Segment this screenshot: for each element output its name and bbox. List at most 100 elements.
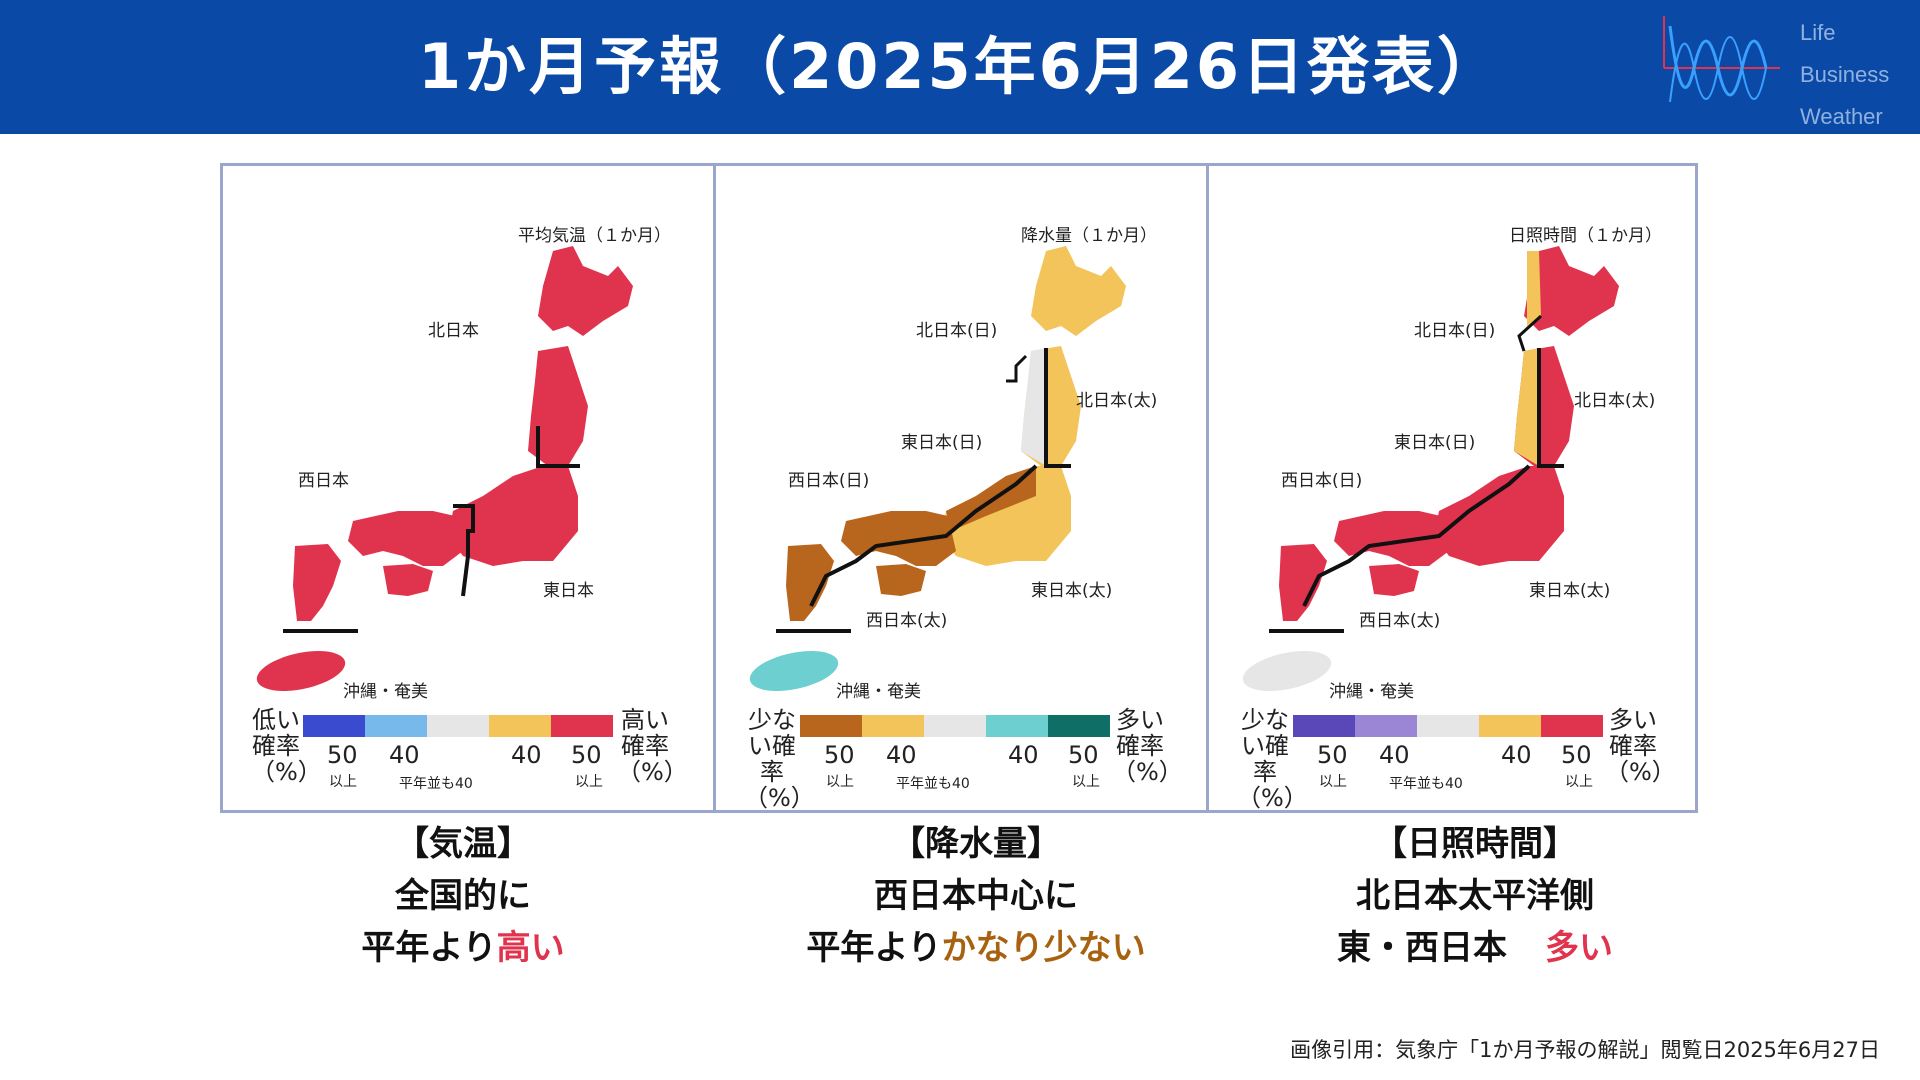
legend-swatch-high40 <box>489 715 551 737</box>
legend-swatch-high50 <box>1048 715 1110 737</box>
legend-num: 40 <box>511 741 542 769</box>
caption-line: 平年より高い <box>203 922 723 974</box>
logo: Life Business Weather <box>1660 12 1900 129</box>
logo-line-3: Weather <box>1800 104 1883 129</box>
logo-text: Life Business Weather <box>1800 12 1889 138</box>
region-label-east-pacific: 東日本(太) <box>1529 581 1611 601</box>
legend-ijo: 以上 <box>1319 774 1347 790</box>
caption-emphasis: 多い <box>1545 928 1613 968</box>
caption-heading: 【日照時間】 <box>1373 824 1577 864</box>
sunshine-legend: 少ない確率（%） 多い確率（%） 50 以上 40 平年並も40 40 50 以… <box>1237 701 1676 811</box>
legend-left-label: 低い確率（%） <box>251 706 322 786</box>
legend-ijo: 以上 <box>1565 774 1593 790</box>
legend-swatch-normal <box>427 715 489 737</box>
sunshine-map <box>1242 246 1619 691</box>
legend-num: 50 <box>571 741 602 769</box>
legend-swatch-low50 <box>800 715 862 737</box>
caption-emphasis: 高い <box>496 928 565 968</box>
region-label-west-sea: 西日本(日) <box>788 471 870 491</box>
sunshine-panel: 日照時間（１か月） 北日本(日) 北日本(太) 東日本(日) 西日本(日) 西日… <box>1209 166 1699 811</box>
precipitation-legend: 少ない確率（%） 多い確率（%） 50 以上 40 平年並も40 40 50 以… <box>744 701 1183 811</box>
caption-heading: 【降水量】 <box>891 824 1061 864</box>
logo-line-1: Life <box>1800 20 1836 45</box>
region-label-okinawa: 沖縄・奄美 <box>836 682 921 702</box>
caption-temperature: 【気温】 全国的に 平年より高い <box>203 818 723 974</box>
legend-num: 50 <box>824 741 855 769</box>
legend-num: 50 <box>1068 741 1099 769</box>
legend-normal: 平年並も40 <box>896 776 970 792</box>
region-label-west: 西日本 <box>298 471 349 491</box>
region-label-west-pacific: 西日本(太) <box>1359 611 1441 631</box>
region-label-east-sea: 東日本(日) <box>1394 433 1476 453</box>
forecast-panels: 平均気温（１か月） 北日本 西日本 東日本 沖縄・奄美 低い確率（%） 高い確率… <box>220 163 1698 813</box>
legend-ijo: 以上 <box>329 774 357 790</box>
legend-num: 50 <box>1317 741 1348 769</box>
legend-left-label: 少ない確率（%） <box>744 706 815 812</box>
legend-left-label: 少ない確率（%） <box>1237 706 1308 812</box>
map-title: 平均気温（１か月） <box>518 226 671 246</box>
map-title: 日照時間（１か月） <box>1509 226 1662 246</box>
temperature-map <box>256 246 633 691</box>
region-label-north-pacific: 北日本(太) <box>1076 391 1158 411</box>
legend-swatch-normal <box>924 715 986 737</box>
region-label-west-sea: 西日本(日) <box>1281 471 1363 491</box>
legend-swatch-high40 <box>986 715 1048 737</box>
caption-line: 東・西日本 多い <box>1215 922 1735 974</box>
caption-emphasis: かなり少ない <box>941 928 1146 968</box>
logo-wave-icon <box>1663 16 1780 103</box>
legend-ijo: 以上 <box>826 774 854 790</box>
legend-num: 40 <box>1501 741 1532 769</box>
panel-divider <box>713 166 716 810</box>
caption-text: 平年より <box>806 928 942 968</box>
caption-text: 平年より <box>361 928 497 968</box>
region-label-okinawa: 沖縄・奄美 <box>343 682 428 702</box>
legend-num: 40 <box>389 741 420 769</box>
caption-line: 全国的に <box>395 876 531 916</box>
temperature-legend: 低い確率（%） 高い確率（%） 50 以上 40 平年並も40 40 50 以上 <box>251 701 688 801</box>
legend-right-label: 多い確率（%） <box>1605 706 1676 786</box>
legend-num: 40 <box>886 741 917 769</box>
legend-right-label: 多い確率（%） <box>1112 706 1183 786</box>
legend-swatch-low50 <box>303 715 365 737</box>
caption-heading: 【気温】 <box>395 824 531 864</box>
legend-swatch-high50 <box>551 715 613 737</box>
legend-swatch-normal <box>1417 715 1479 737</box>
caption-line: 西日本中心に <box>874 876 1078 916</box>
header-bar: 1か月予報（2025年6月26日発表） Life Business Weathe… <box>0 0 1920 134</box>
legend-swatch-high50 <box>1541 715 1603 737</box>
map-title: 降水量（１か月） <box>1021 226 1157 246</box>
region-label-north-sea: 北日本(日) <box>1414 321 1496 341</box>
legend-normal: 平年並も40 <box>399 776 473 792</box>
region-label-north: 北日本 <box>428 321 479 341</box>
region-label-north-pacific: 北日本(太) <box>1574 391 1656 411</box>
precipitation-panel: 降水量（１か月） 北日本(日) 北日本(太) 東日本(日) 西日本(日) 西日本… <box>716 166 1206 811</box>
legend-num: 40 <box>1008 741 1039 769</box>
region-label-west-pacific: 西日本(太) <box>866 611 948 631</box>
caption-line: 北日本太平洋側 <box>1356 876 1594 916</box>
legend-swatch-low40 <box>862 715 924 737</box>
legend-swatch-low40 <box>1355 715 1417 737</box>
region-label-east-sea: 東日本(日) <box>901 433 983 453</box>
panel-divider <box>1206 166 1209 810</box>
legend-ijo: 以上 <box>575 774 603 790</box>
legend-right-label: 高い確率（%） <box>617 706 688 786</box>
region-label-north-sea: 北日本(日) <box>916 321 998 341</box>
region-label-okinawa: 沖縄・奄美 <box>1329 682 1414 702</box>
region-label-east-pacific: 東日本(太) <box>1031 581 1113 601</box>
caption-line: 平年よりかなり少ない <box>716 922 1236 974</box>
legend-swatch-low40 <box>365 715 427 737</box>
legend-num: 50 <box>327 741 358 769</box>
logo-line-2: Business <box>1800 62 1890 87</box>
legend-num: 50 <box>1561 741 1592 769</box>
caption-precipitation: 【降水量】 西日本中心に 平年よりかなり少ない <box>716 818 1236 974</box>
precipitation-map <box>749 246 1126 691</box>
image-credit: 画像引用：気象庁「1か月予報の解説」閲覧日2025年6月27日 <box>1290 1038 1880 1062</box>
page-title: 1か月予報（2025年6月26日発表） <box>417 30 1503 103</box>
legend-normal: 平年並も40 <box>1389 776 1463 792</box>
caption-text: 東・西日本 <box>1337 928 1507 968</box>
caption-sunshine: 【日照時間】 北日本太平洋側 東・西日本 多い <box>1215 818 1735 974</box>
legend-ijo: 以上 <box>1072 774 1100 790</box>
region-label-east: 東日本 <box>543 581 594 601</box>
legend-swatch-high40 <box>1479 715 1541 737</box>
legend-swatch-low50 <box>1293 715 1355 737</box>
